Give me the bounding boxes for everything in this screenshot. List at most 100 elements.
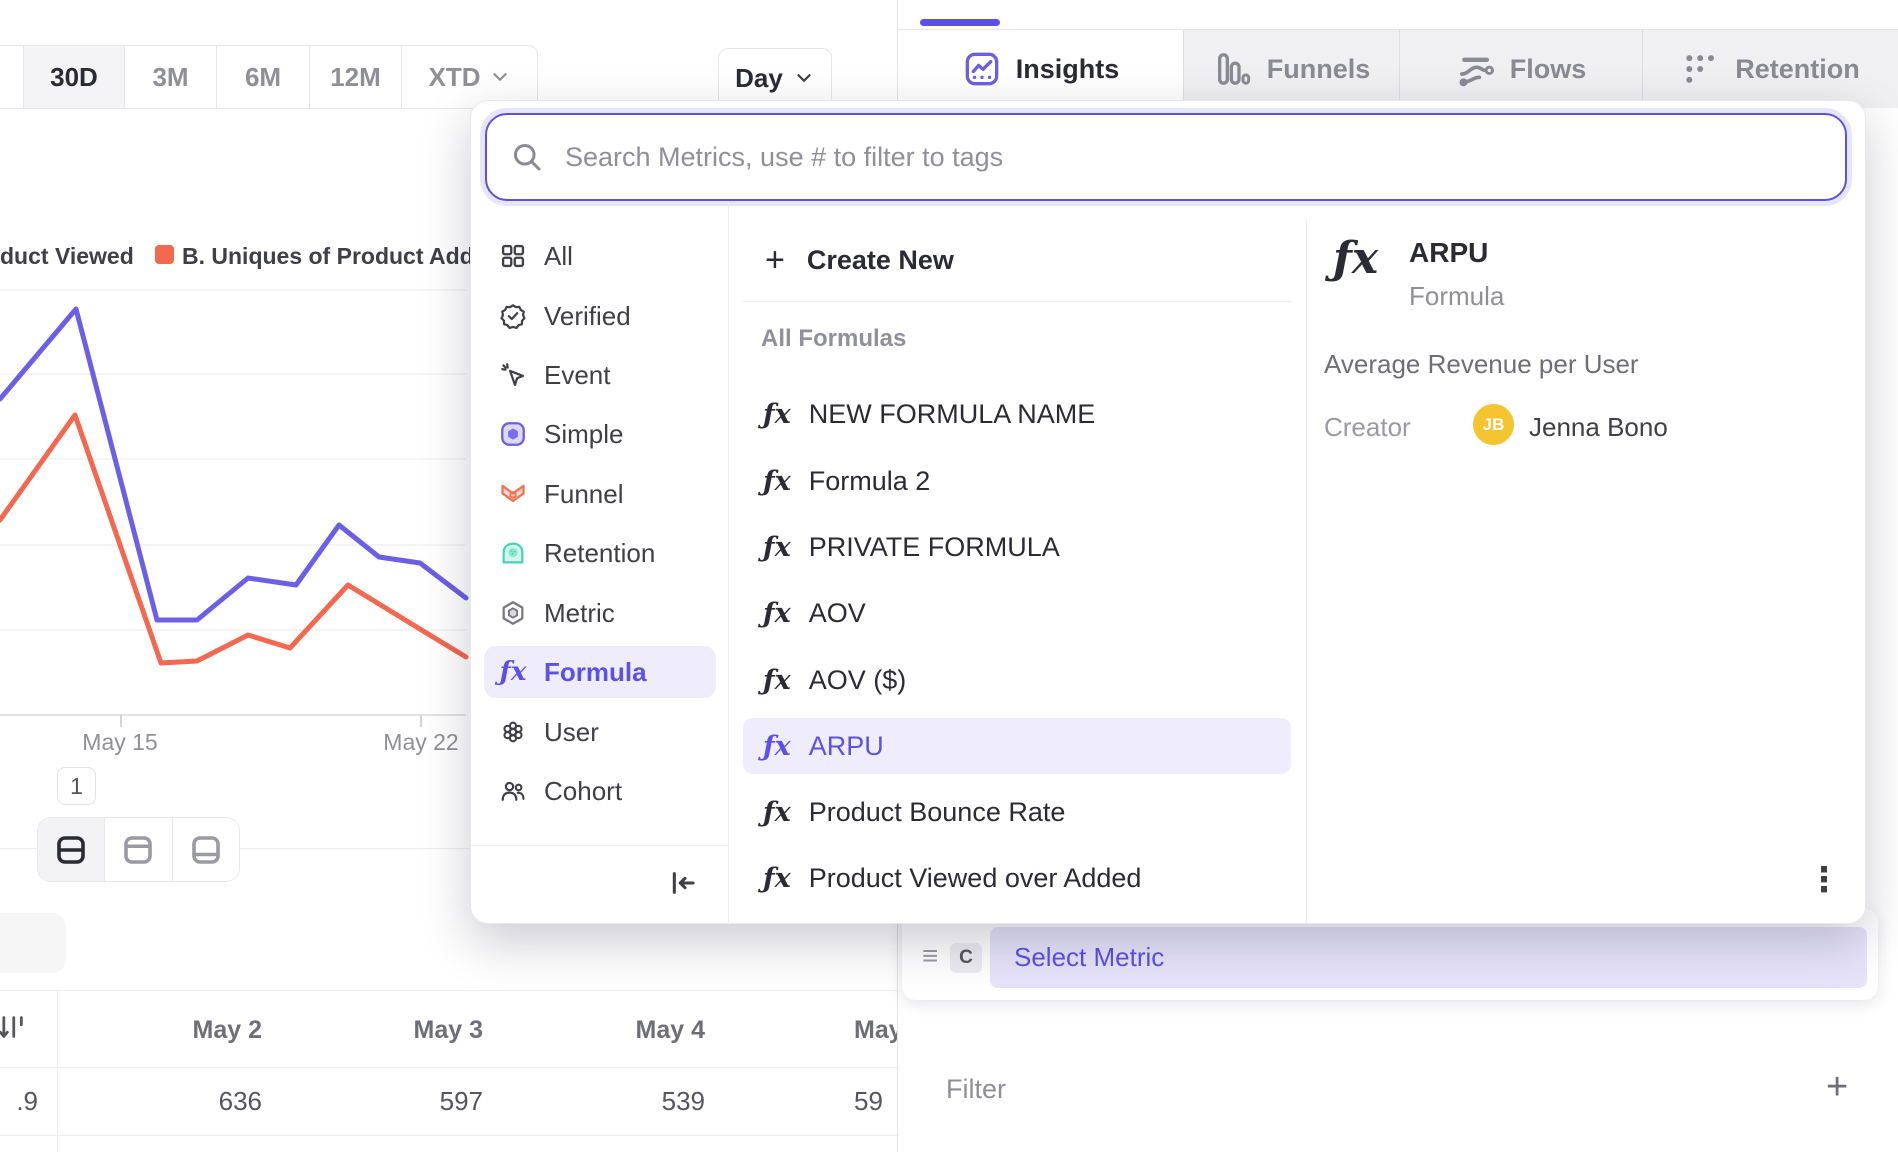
- bottom-panel-icon: [192, 835, 220, 864]
- tab-retention[interactable]: Retention: [1642, 30, 1898, 108]
- table-corner-cell: [0, 913, 66, 973]
- tab-insights[interactable]: Insights: [898, 30, 1183, 108]
- formula-item[interactable]: ƒx NEW FORMULA NAME: [743, 386, 1291, 442]
- table-header-may5[interactable]: May: [854, 1016, 897, 1044]
- category-verified[interactable]: Verified: [484, 290, 716, 342]
- formula-item[interactable]: ƒx Formula 2: [743, 453, 1291, 509]
- category-label: Event: [544, 359, 611, 390]
- formula-fx-icon-large: ƒx: [1333, 233, 1379, 284]
- report-type-tabs: Insights Funnels Flows Retention: [898, 29, 1898, 108]
- formula-item[interactable]: ƒx PRIVATE FORMULA: [743, 519, 1291, 575]
- avatar: JB: [1473, 404, 1514, 445]
- tab-label: Insights: [1015, 53, 1120, 84]
- formula-item[interactable]: ƒx AOV ($): [743, 652, 1291, 708]
- category-label: Simple: [544, 418, 624, 449]
- category-funnel[interactable]: Funnel: [484, 468, 716, 520]
- legend-item-a[interactable]: duct Viewed: [0, 243, 134, 269]
- collapse-sidebar-icon[interactable]: [667, 867, 699, 899]
- select-metric-label: Select Metric: [1014, 942, 1165, 972]
- formula-item-selected[interactable]: ƒx ARPU: [743, 718, 1291, 774]
- all-formulas-section-label: All Formulas: [761, 325, 907, 352]
- category-cohort[interactable]: Cohort: [484, 765, 716, 817]
- formula-name: AOV: [808, 597, 866, 628]
- formula-fx-icon: ƒx: [499, 657, 527, 687]
- time-range-12m[interactable]: 12M: [309, 46, 401, 108]
- retention-dots-icon: [1686, 55, 1715, 83]
- category-retention[interactable]: Retention: [484, 527, 716, 579]
- fx-icon: ƒx: [763, 597, 791, 629]
- category-label: Formula: [544, 656, 647, 687]
- table-cell: 59: [854, 1086, 883, 1116]
- formula-item[interactable]: ƒx Product Bounce Rate: [743, 784, 1291, 840]
- top-strip: [898, 0, 1898, 29]
- formula-item[interactable]: ƒx Product Viewed over Added: [743, 850, 1291, 906]
- layout-toggle-group: [37, 817, 240, 882]
- category-simple[interactable]: Simple: [484, 408, 716, 460]
- tab-label: Flows: [1509, 53, 1587, 84]
- layout-split-horizontal-button[interactable]: [38, 818, 105, 881]
- legend-item-b[interactable]: B. Uniques of Product Add: [182, 243, 474, 269]
- add-filter-button[interactable]: +: [1826, 1066, 1849, 1108]
- drag-handle-icon[interactable]: ≡: [922, 940, 939, 971]
- table-header-may3[interactable]: May 3: [413, 1016, 483, 1044]
- xtd-label: XTD: [428, 61, 481, 92]
- fx-icon: ƒx: [763, 664, 791, 696]
- tab-flows[interactable]: Flows: [1399, 30, 1642, 108]
- pagination-page-1[interactable]: 1: [57, 767, 96, 805]
- divider: [743, 301, 1291, 302]
- kebab-menu-icon[interactable]: ⋮: [1807, 861, 1841, 899]
- formula-item[interactable]: ƒx AOV: [743, 585, 1291, 641]
- metric-search-input[interactable]: [563, 140, 1845, 174]
- line-chart: [0, 289, 469, 727]
- funnel-metric-icon: [498, 480, 528, 508]
- simple-metric-icon: [498, 420, 528, 448]
- tab-label: Retention: [1735, 53, 1860, 84]
- series-line-product-add[interactable]: [0, 412, 469, 666]
- category-label: All: [544, 240, 573, 271]
- category-user[interactable]: User: [484, 706, 716, 758]
- create-new-button[interactable]: + Create New: [743, 237, 1291, 283]
- filter-section-label: Filter: [946, 1074, 1006, 1104]
- cursor-click-icon: [498, 361, 528, 389]
- fx-icon: ƒx: [763, 398, 791, 430]
- detail-description: Average Revenue per User: [1324, 349, 1639, 379]
- chevron-down-icon: [492, 73, 507, 81]
- time-range-30d[interactable]: 30D: [23, 46, 124, 108]
- table-cell: 539: [661, 1086, 705, 1116]
- detail-type: Formula: [1409, 281, 1505, 311]
- select-metric-button[interactable]: Select Metric: [990, 927, 1867, 988]
- fx-icon: ƒx: [763, 796, 791, 828]
- category-label: Metric: [544, 597, 615, 628]
- category-metric[interactable]: Metric: [484, 587, 716, 639]
- formula-name: Product Bounce Rate: [808, 796, 1066, 827]
- layout-top-panel-button[interactable]: [104, 818, 171, 881]
- creator-name: Jenna Bono: [1529, 412, 1668, 442]
- category-event[interactable]: Event: [484, 349, 716, 401]
- granularity-button[interactable]: Day: [718, 48, 832, 108]
- layout-bottom-panel-button[interactable]: [171, 818, 239, 881]
- table-header-may4[interactable]: May 4: [635, 1016, 705, 1044]
- table-cell: 636: [218, 1086, 262, 1116]
- series-line-product-viewed[interactable]: [0, 306, 469, 623]
- table-header-may2[interactable]: May 2: [192, 1016, 262, 1044]
- user-cluster-icon: [498, 718, 528, 746]
- tab-funnels[interactable]: Funnels: [1183, 30, 1399, 108]
- category-all[interactable]: All: [484, 230, 716, 282]
- category-formula[interactable]: ƒx Formula: [484, 646, 716, 698]
- x-axis-label: May 22: [383, 729, 459, 755]
- grid-icon: [498, 242, 528, 270]
- time-range-6m[interactable]: 6M: [216, 46, 309, 108]
- sort-descending-icon[interactable]: [0, 1010, 26, 1044]
- create-new-label: Create New: [806, 244, 954, 275]
- time-range-cut[interactable]: [0, 46, 23, 108]
- retention-metric-icon: [498, 539, 528, 567]
- verified-badge-icon: [498, 302, 528, 330]
- table-cell-sticky: .9: [16, 1086, 38, 1116]
- split-horizontal-icon: [57, 835, 85, 864]
- hexagon-metric-icon: [498, 599, 528, 627]
- category-label: User: [544, 716, 599, 747]
- fx-icon: ƒx: [763, 862, 791, 894]
- x-axis-label: May 15: [82, 729, 158, 755]
- time-range-3m[interactable]: 3M: [124, 46, 216, 108]
- time-range-xtd-dropdown[interactable]: XTD: [401, 46, 537, 108]
